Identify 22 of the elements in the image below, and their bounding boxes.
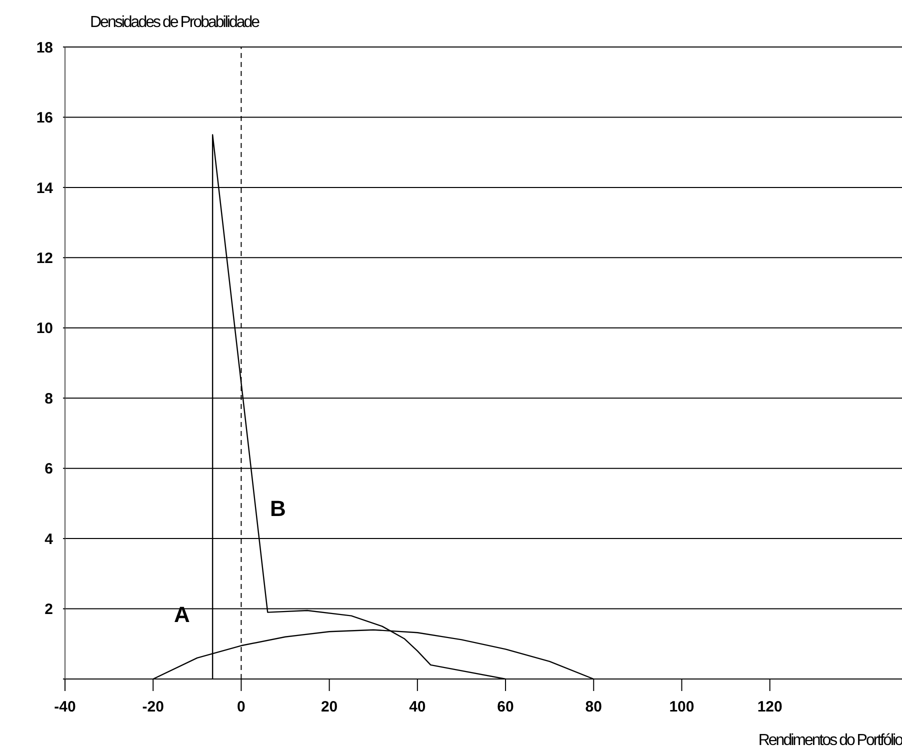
x-axis-title: Rendimentos do Portfólio <box>758 732 902 750</box>
annotation: B <box>270 496 286 522</box>
x-tick-label: 100 <box>669 698 694 716</box>
y-tick-label: 6 <box>44 460 53 478</box>
y-tick-label: 18 <box>36 39 53 56</box>
x-tick-label: 60 <box>497 698 514 716</box>
y-tick-label: 16 <box>36 110 53 127</box>
y-tick-label: 12 <box>36 250 53 267</box>
annotation: A <box>174 602 190 628</box>
x-tick-label: 80 <box>585 698 602 716</box>
x-tick-label: 0 <box>237 698 246 716</box>
y-tick-label: 2 <box>44 601 53 618</box>
x-tick-label: -40 <box>54 698 76 716</box>
x-tick-label: -20 <box>142 698 164 716</box>
y-tick-label: 10 <box>36 320 53 338</box>
y-tick-label: 14 <box>36 180 54 197</box>
chart-title: Densidades de Probabilidade <box>90 14 259 32</box>
x-tick-label: 20 <box>320 698 338 716</box>
x-tick-label: 120 <box>757 698 782 716</box>
y-tick-label: 8 <box>44 390 53 408</box>
x-tick-label: 40 <box>409 698 426 716</box>
y-tick-label: 4 <box>44 530 54 548</box>
